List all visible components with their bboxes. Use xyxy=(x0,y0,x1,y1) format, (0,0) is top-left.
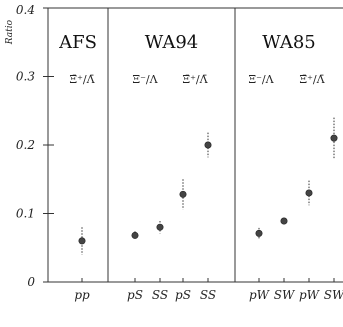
panel-title-wa85: WA85 xyxy=(262,32,316,53)
category-label: SW xyxy=(324,288,343,302)
ratio-label: Ξ̄⁺/Λ̄ xyxy=(299,73,325,86)
y-tick-label: 0.2 xyxy=(16,138,35,152)
data-point xyxy=(78,237,86,245)
category-label: SS xyxy=(152,288,168,302)
data-point xyxy=(280,217,288,225)
category-label: SW xyxy=(274,288,296,302)
y-tick-label: 0 xyxy=(27,275,35,289)
y-tick-label: 0.3 xyxy=(16,70,35,84)
data-point xyxy=(330,134,338,142)
data-point xyxy=(156,223,164,231)
panel-title-afs: AFS xyxy=(58,32,97,53)
y-tick-label: 0.1 xyxy=(16,207,35,221)
ratio-label: Ξ̄⁺/Λ̄ xyxy=(69,73,95,86)
category-label: pS xyxy=(127,288,143,302)
data-point xyxy=(204,141,212,149)
category-label: pW xyxy=(249,288,271,302)
data-point xyxy=(255,229,263,237)
y-tick-label: 0.4 xyxy=(16,3,35,17)
data-point xyxy=(179,190,187,198)
data-point xyxy=(131,231,139,239)
category-label: pp xyxy=(74,288,90,302)
category-label: pW xyxy=(299,288,321,302)
ratio-label: Ξ⁻/Λ xyxy=(248,73,274,86)
category-label: pS xyxy=(175,288,191,302)
data-point xyxy=(305,189,313,197)
ratio-label: Ξ̄⁺/Λ̄ xyxy=(182,73,208,86)
ratio-label: Ξ⁻/Λ xyxy=(132,73,158,86)
panel-title-wa94: WA94 xyxy=(145,32,199,53)
y-axis-label: Ratio xyxy=(5,19,15,45)
category-label: SS xyxy=(200,288,216,302)
